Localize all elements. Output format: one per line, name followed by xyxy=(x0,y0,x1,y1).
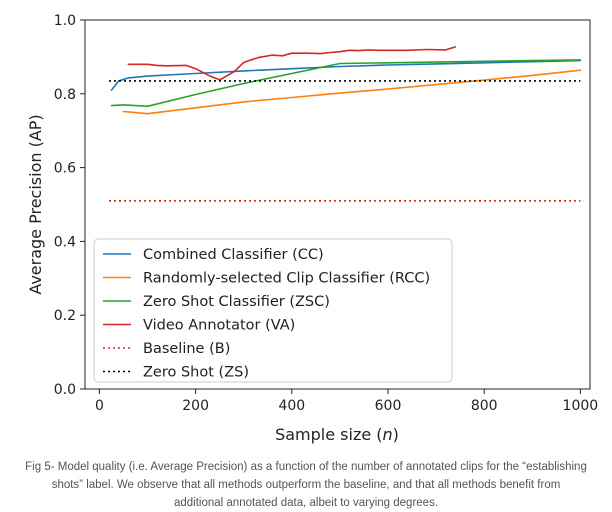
x-axis-label-variable: n xyxy=(383,425,393,444)
plot-frame xyxy=(84,19,591,390)
caption-line: shots” label. We observe that all method… xyxy=(51,479,561,491)
x-tick-label: 200 xyxy=(182,398,209,414)
y-tick-label: 0.8 xyxy=(54,87,76,103)
series-line-video-annotator-va xyxy=(127,46,457,81)
series-line-zero-shot-classifier-zsc xyxy=(110,59,582,108)
legend-label-randomly-selected-clip-classifier-rcc: Randomly-selected Clip Classifier (RCC) xyxy=(143,271,430,287)
caption-line: Fig 5- Model quality (i.e. Average Preci… xyxy=(25,461,587,473)
legend-label-video-annotator-va: Video Annotator (VA) xyxy=(143,318,295,334)
y-tick-label: 0.2 xyxy=(54,308,76,324)
x-tick-label: 800 xyxy=(471,398,498,414)
x-tick-label: 0 xyxy=(95,398,104,414)
y-tick-label: 0.4 xyxy=(54,234,76,250)
legend-box xyxy=(93,238,453,383)
legend-label-zero-shot-classifier-zsc: Zero Shot Classifier (ZSC) xyxy=(143,294,330,310)
x-tick-label: 400 xyxy=(278,398,305,414)
chart: 0 200 400 600 800 1000 0.0 0.2 0.4 0.6 0.8 1.0 Aver… xyxy=(26,13,598,444)
x-axis-label-prefix: Sample size ( xyxy=(275,425,382,444)
axis-ticks: 0 200 400 600 800 1000 0.0 0.2 0.4 0.6 0.8 1.0 xyxy=(54,13,598,414)
figure-caption: Fig 5- Model quality (i.e. Average Preci… xyxy=(0,458,612,512)
legend-label-baseline-b: Baseline (B) xyxy=(143,341,230,357)
x-tick-label: 600 xyxy=(375,398,402,414)
x-axis-label: Sample size (n) xyxy=(275,425,399,444)
series-line-randomly-selected-clip-classifier-rcc xyxy=(122,69,582,115)
series-layer xyxy=(109,46,582,202)
series-line-combined-classifier-cc xyxy=(110,59,582,91)
y-axis-label: Average Precision (AP) xyxy=(26,114,45,294)
x-axis-label-suffix: ) xyxy=(393,425,399,444)
x-tick-label: 1000 xyxy=(563,398,599,414)
caption-line: additional annotated data, albeit to var… xyxy=(173,497,439,509)
legend-label-zero-shot-zs: Zero Shot (ZS) xyxy=(143,365,249,381)
y-tick-label: 0.6 xyxy=(54,161,76,177)
y-tick-label: 0.0 xyxy=(54,382,76,398)
y-tick-label: 1.0 xyxy=(54,13,76,29)
legend-label-combined-classifier-cc: Combined Classifier (CC) xyxy=(143,247,324,263)
legend: Combined Classifier (CC) Randomly-selecte… xyxy=(93,238,453,383)
